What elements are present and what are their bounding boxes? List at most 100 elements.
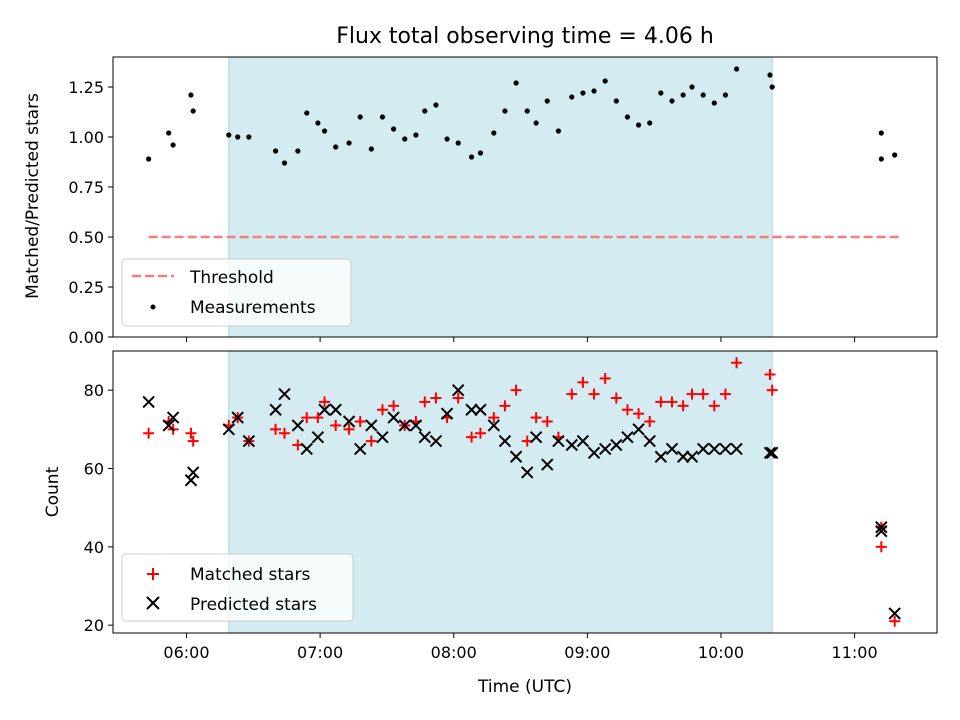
measurement-point bbox=[272, 148, 279, 154]
x-tick-label: 10:00 bbox=[698, 643, 744, 662]
matched-stars-point bbox=[185, 427, 197, 439]
measurement-point bbox=[722, 92, 729, 98]
predicted-stars-point bbox=[696, 442, 710, 456]
matched-stars-point bbox=[419, 396, 431, 408]
predicted-stars-point bbox=[598, 442, 612, 456]
measurement-point bbox=[689, 84, 695, 90]
measurement-point bbox=[680, 92, 686, 98]
count-panel-y-axis-label: Count bbox=[43, 466, 63, 517]
predicted-stars-point bbox=[888, 607, 901, 620]
matched-stars-point bbox=[388, 400, 400, 412]
ratio-panel: 0.00 0.25 0.50 0.75 1.00 1.25 Matched/Predict… bbox=[23, 56, 938, 347]
legend-matched-label: Matched stars bbox=[190, 565, 310, 585]
measurement-point bbox=[391, 126, 397, 132]
ratio-panel-frame bbox=[112, 56, 938, 338]
predicted-stars-point bbox=[610, 438, 623, 452]
predicted-stars-point bbox=[552, 434, 565, 448]
measurement-point bbox=[569, 94, 575, 100]
count-panel-frame bbox=[112, 350, 938, 634]
matched-stars-point bbox=[474, 427, 486, 439]
measurement-point bbox=[379, 114, 386, 120]
predicted-stars-point bbox=[231, 411, 244, 424]
measurement-point bbox=[246, 134, 252, 140]
matched-stars-point bbox=[270, 423, 282, 435]
y-tick-label: 0.75 bbox=[68, 178, 104, 197]
matched-stars-point bbox=[610, 392, 622, 404]
matched-stars-point bbox=[633, 408, 645, 420]
measurement-point bbox=[533, 120, 539, 126]
measurement-point bbox=[658, 90, 664, 96]
legend-threshold-label: Threshold bbox=[189, 268, 274, 288]
predicted-stars-point bbox=[222, 423, 236, 436]
measurement-point bbox=[733, 66, 740, 72]
matched-stars-point bbox=[376, 404, 388, 416]
measurement-point bbox=[304, 110, 310, 116]
matched-stars-point bbox=[143, 427, 155, 439]
matched-stars-point bbox=[510, 384, 522, 396]
predicted-stars-point bbox=[440, 407, 454, 420]
matched-stars-point bbox=[330, 419, 342, 431]
matched-stars-point bbox=[301, 412, 313, 424]
x-tick-label: 09:00 bbox=[564, 643, 610, 662]
predicted-stars-point bbox=[875, 521, 888, 534]
predicted-stars-point bbox=[311, 430, 325, 444]
y-tick-label: 1.00 bbox=[68, 128, 104, 147]
measurement-point bbox=[878, 156, 884, 162]
predicted-stars-point bbox=[541, 458, 554, 471]
predicted-stars-point bbox=[576, 434, 590, 448]
legend-measurements-swatch bbox=[150, 304, 156, 310]
y-tick-label: 0.00 bbox=[68, 328, 104, 347]
measurement-point bbox=[477, 150, 484, 156]
count-panel-marks bbox=[142, 357, 901, 627]
matched-stars-point bbox=[644, 416, 656, 427]
matched-stars-point bbox=[577, 376, 589, 388]
predicted-stars-point bbox=[529, 430, 543, 444]
matched-stars-point bbox=[697, 388, 709, 400]
measurement-point bbox=[524, 108, 530, 114]
y-tick-label: 80 bbox=[84, 381, 104, 400]
predicted-stars-point bbox=[418, 430, 431, 444]
measurement-point bbox=[368, 146, 374, 152]
measurement-point bbox=[468, 154, 475, 160]
measurement-point bbox=[635, 122, 642, 128]
count-panel-x-axis-label: Time (UTC) bbox=[477, 677, 572, 697]
predicted-stars-point bbox=[487, 419, 501, 432]
matched-stars-point bbox=[666, 396, 678, 408]
predicted-stars-point bbox=[765, 446, 779, 460]
predicted-stars-point bbox=[587, 446, 601, 460]
matched-stars-point bbox=[677, 400, 689, 412]
y-tick-label: 0.25 bbox=[68, 278, 104, 297]
measurement-point bbox=[767, 72, 773, 78]
predicted-stars-point bbox=[142, 395, 155, 409]
predicted-stars-point bbox=[300, 442, 313, 456]
measurement-point bbox=[711, 100, 717, 106]
matched-stars-point bbox=[430, 392, 442, 404]
legend-box bbox=[121, 553, 354, 622]
measurement-point bbox=[444, 136, 450, 142]
predicted-stars-point bbox=[318, 403, 331, 416]
predicted-stars-point bbox=[632, 423, 645, 436]
legend-measurements-label: Measurements bbox=[190, 298, 316, 318]
measurement-point bbox=[166, 130, 172, 136]
predicted-stars-point bbox=[685, 450, 699, 463]
predicted-stars-point bbox=[242, 434, 256, 448]
measurement-point bbox=[295, 148, 301, 154]
predicted-stars-point bbox=[451, 383, 465, 397]
predicted-stars-point bbox=[565, 438, 578, 452]
measurement-point bbox=[321, 128, 328, 134]
measurement-point bbox=[315, 120, 321, 126]
legend-predicted-label: Predicted stars bbox=[190, 595, 317, 615]
measurement-point bbox=[346, 140, 352, 146]
count-panel-x-ticks: 06:00 07:00 08:00 09:00 10:00 11:00 bbox=[163, 633, 878, 662]
predicted-stars-point bbox=[676, 450, 690, 463]
measurement-point bbox=[700, 92, 706, 98]
predicted-stars-point bbox=[621, 430, 634, 444]
predicted-stars-point bbox=[387, 411, 400, 424]
matched-stars-point bbox=[499, 400, 511, 412]
legend-box bbox=[121, 258, 352, 327]
predicted-stars-point bbox=[730, 442, 743, 456]
measurement-point bbox=[544, 98, 550, 104]
x-tick-label: 11:00 bbox=[832, 643, 878, 662]
matched-stars-point bbox=[875, 541, 887, 553]
